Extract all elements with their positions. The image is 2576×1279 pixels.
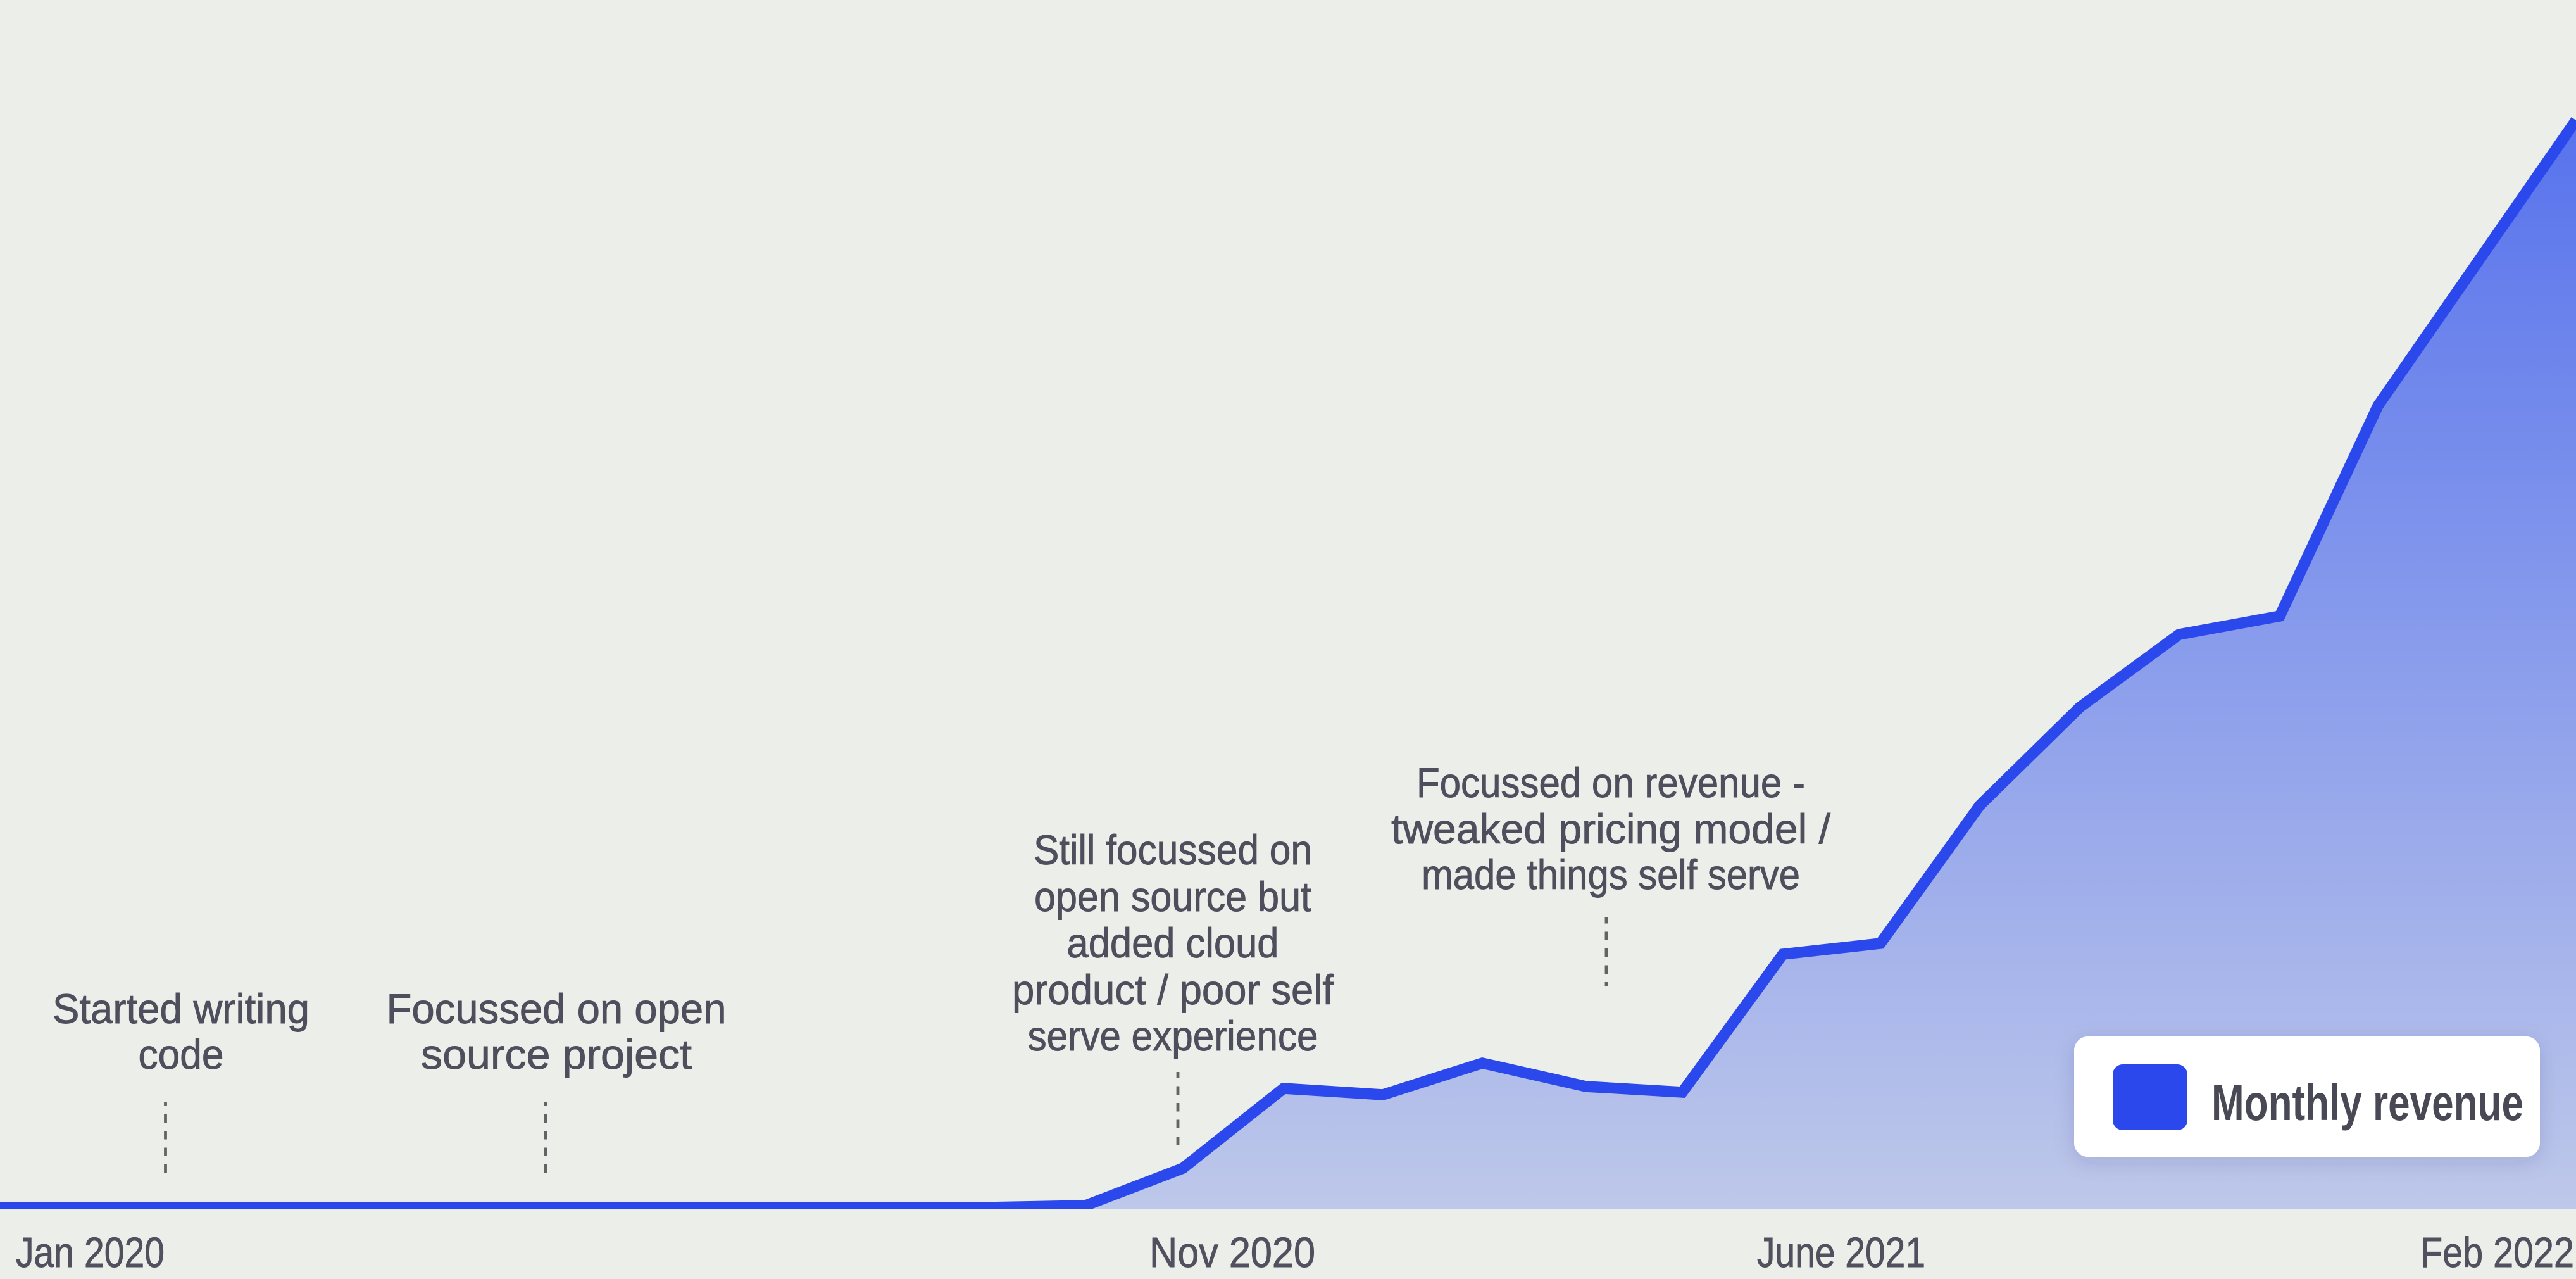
svg-text:made things self serve: made things self serve: [1422, 851, 1800, 898]
svg-text:June 2021: June 2021: [1757, 1229, 1925, 1276]
svg-text:serve experience: serve experience: [1028, 1012, 1318, 1059]
svg-text:Jan 2020: Jan 2020: [16, 1229, 165, 1276]
svg-text:Focussed on open: Focussed on open: [387, 985, 727, 1032]
svg-text:source project: source project: [421, 1031, 692, 1078]
svg-text:code: code: [139, 1031, 224, 1078]
svg-text:Nov 2020: Nov 2020: [1149, 1229, 1315, 1276]
svg-text:tweaked pricing model /: tweaked pricing model /: [1391, 805, 1831, 852]
svg-text:Monthly revenue: Monthly revenue: [2211, 1074, 2523, 1131]
svg-text:Focussed on revenue -: Focussed on revenue -: [1416, 759, 1805, 806]
svg-text:Still focussed on: Still focussed on: [1034, 826, 1312, 873]
svg-text:product / poor self: product / poor self: [1012, 966, 1334, 1013]
svg-text:Started writing: Started writing: [53, 985, 309, 1032]
svg-text:added cloud: added cloud: [1067, 919, 1279, 966]
svg-text:open source but: open source but: [1034, 873, 1311, 920]
svg-text:Feb 2022: Feb 2022: [2420, 1229, 2574, 1276]
